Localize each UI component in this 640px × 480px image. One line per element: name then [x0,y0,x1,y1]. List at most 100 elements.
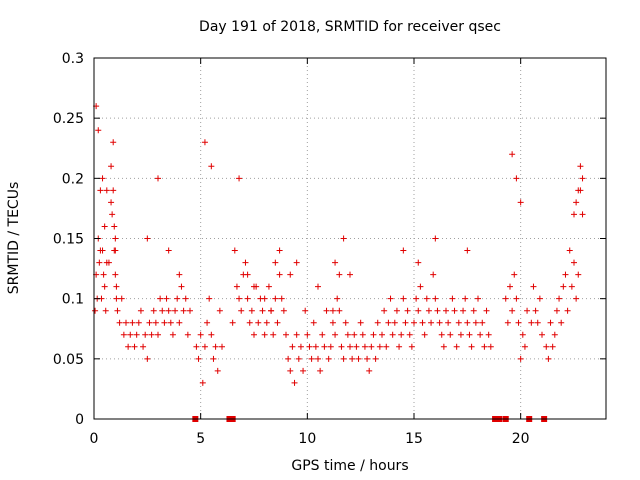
data-point [315,355,321,362]
data-point [176,271,183,278]
data-point [455,319,462,326]
chart-title: Day 191 of 2018, SRMTID for receiver qse… [199,19,501,35]
data-point [163,295,170,302]
data-point [573,295,580,302]
data-point [487,343,494,350]
data-point [261,331,268,338]
data-point [182,295,189,302]
data-point [468,343,475,350]
data-point [519,331,526,338]
data-point [261,295,268,302]
data-point [201,343,208,350]
data-point [199,379,206,386]
y-tick-label: 0.15 [53,232,84,248]
data-point [120,331,127,338]
data-point [99,247,106,254]
x-tick-label: 5 [196,431,205,447]
data-point [381,307,388,314]
data-point [165,247,172,254]
data-point [95,127,102,134]
data-point [393,307,400,314]
data-point [564,307,571,314]
data-point [302,307,309,314]
data-point [571,259,577,266]
data-point [517,199,524,206]
data-point [332,259,339,266]
data-point [101,223,108,230]
data-point [539,331,545,338]
data-point [425,307,432,314]
data-point [251,283,257,290]
data-point [549,343,556,350]
data-point [430,271,437,278]
data-point [157,295,164,302]
data-point [96,259,103,266]
data-point [560,283,567,290]
data-point [513,175,520,182]
data-point [278,295,285,302]
data-point [102,307,109,314]
data-point [344,331,351,338]
data-point [197,331,204,338]
data-point [349,355,356,362]
data-point [159,307,166,314]
data-point [108,199,115,206]
data-point [534,319,541,326]
data-point [274,319,281,326]
data-point [417,283,424,290]
data-point [440,343,447,350]
data-point [283,331,289,338]
y-tick-labels: 0 0.05 0.1 0.15 0.2 0.25 0.3 [53,51,84,428]
data-point [475,295,481,302]
data-point [396,343,403,350]
data-point [406,331,413,338]
data-point [144,355,151,362]
data-point [167,319,174,326]
data-point [528,319,535,326]
data-point [300,367,307,374]
data-point [509,151,516,158]
data-point [347,343,353,350]
data-point [112,247,119,254]
data-point [400,295,407,302]
data-point [507,283,513,290]
data-point [398,331,405,338]
x-tick-label: 20 [512,431,530,447]
data-point [451,307,458,314]
data-point [103,187,110,194]
data-point [246,319,253,326]
data-point [99,175,106,182]
data-point [108,163,115,170]
x-axis-label: GPS time / hours [291,458,408,474]
data-point [391,319,398,326]
y-tick-label: 0.05 [53,352,84,368]
data-point [101,283,108,290]
y-tick-label: 0.2 [62,171,84,187]
data-point [216,307,223,314]
data-point [411,319,417,326]
data-point [543,343,550,350]
data-point [421,331,428,338]
data-point [449,295,456,302]
data-point [553,307,560,314]
data-point [265,283,272,290]
data-point [276,247,283,254]
data-point [558,319,565,326]
data-point [295,355,302,362]
data-point [291,379,298,386]
data-point [127,331,134,338]
data-point [112,235,119,242]
data-point [351,331,358,338]
data-point [513,295,520,302]
data-point [231,247,238,254]
data-point [530,283,537,290]
data-point [579,175,586,182]
data-point [415,307,422,314]
data-point [210,355,217,362]
data-point [251,331,257,338]
data-point [289,343,296,350]
data-point [113,295,120,302]
data-point [547,319,554,326]
data-point [97,187,104,194]
